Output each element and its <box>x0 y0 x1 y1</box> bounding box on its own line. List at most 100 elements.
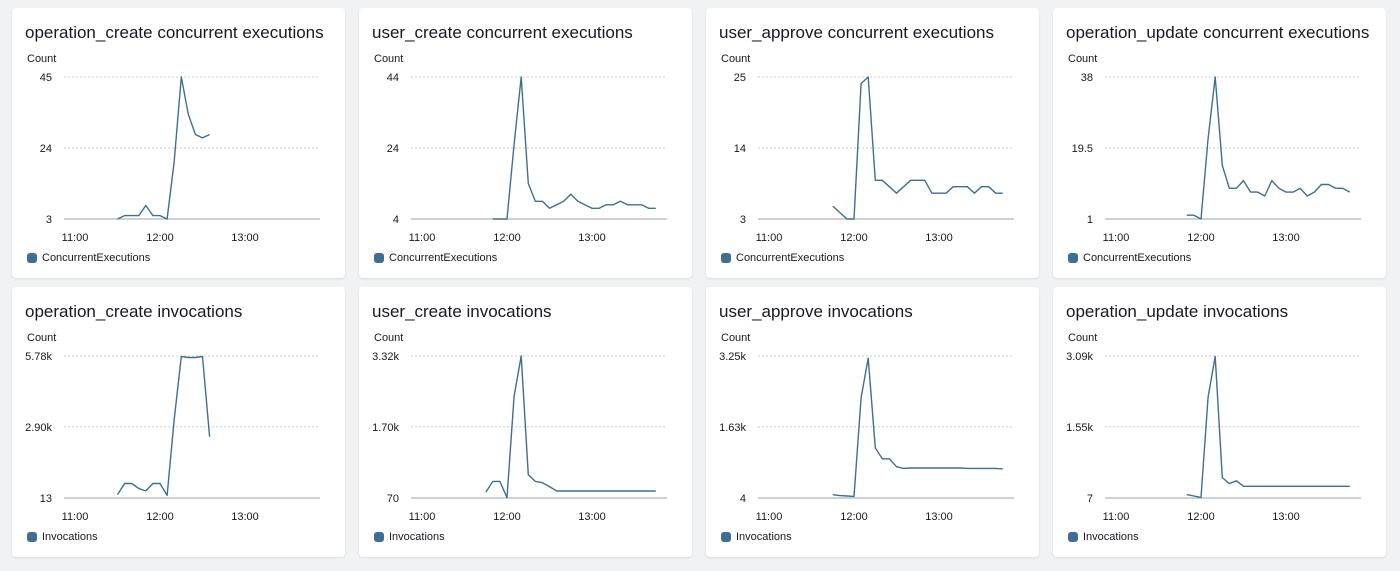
legend-entry[interactable]: Invocations <box>374 531 445 543</box>
line-chart: 25 14 3 11:00 12:00 13:00 <box>734 72 1014 244</box>
legend-label: Invocations <box>389 531 445 543</box>
chart-panel: user_approve concurrent executions Count 2… <box>706 8 1039 278</box>
y-axis-label: Count <box>27 53 57 65</box>
legend-label: ConcurrentExecutions <box>1083 252 1192 264</box>
x-tick-label: 13:00 <box>578 511 606 523</box>
y-tick-label: 3 <box>46 214 52 226</box>
chart-panel: user_approve invocations Count 3.25k 1.63k 4… <box>706 287 1039 557</box>
legend-entry[interactable]: Invocations <box>721 531 792 543</box>
x-tick-label: 11:00 <box>1103 232 1130 244</box>
legend-label: Invocations <box>736 531 792 543</box>
x-tick-label: 12:00 <box>840 232 868 244</box>
x-tick-label: 13:00 <box>1272 511 1300 523</box>
legend-swatch <box>27 532 37 542</box>
y-tick-label: 38 <box>1081 72 1093 84</box>
y-axis-label: Count <box>374 332 404 344</box>
y-tick-label: 5.78k <box>25 351 52 363</box>
legend-entry[interactable]: ConcurrentExecutions <box>374 252 497 264</box>
line-chart: 5.78k 2.90k 13 11:00 12:00 13:00 <box>25 351 320 523</box>
series-line <box>116 355 211 497</box>
x-tick-label: 11:00 <box>756 511 783 523</box>
legend-swatch <box>27 253 37 263</box>
y-axis-label: Count <box>1068 332 1098 344</box>
series-line <box>1186 355 1350 499</box>
y-tick-label: 45 <box>40 72 52 84</box>
y-tick-label: 1.70k <box>372 422 399 434</box>
chart-title: operation_create concurrent executions <box>25 23 324 42</box>
y-tick-label: 70 <box>387 493 399 505</box>
legend-label: ConcurrentExecutions <box>42 252 151 264</box>
x-tick-label: 12:00 <box>146 511 174 523</box>
y-axis-label: Count <box>27 332 57 344</box>
chart-title: user_create concurrent executions <box>372 23 633 42</box>
y-tick-label: 3.09k <box>1066 351 1093 363</box>
legend-swatch <box>374 253 384 263</box>
y-tick-label: 4 <box>740 493 746 505</box>
legend-entry[interactable]: ConcurrentExecutions <box>27 252 150 264</box>
x-tick-label: 13:00 <box>231 232 259 244</box>
legend-swatch <box>374 532 384 542</box>
series-line <box>1186 76 1351 220</box>
chart-title: user_approve invocations <box>719 302 913 321</box>
y-tick-label: 1.63k <box>719 422 746 434</box>
y-tick-label: 44 <box>387 72 399 84</box>
legend-entry[interactable]: Invocations <box>27 531 98 543</box>
legend-label: ConcurrentExecutions <box>736 252 845 264</box>
x-tick-label: 11:00 <box>1103 511 1130 523</box>
y-tick-label: 3.32k <box>372 351 399 363</box>
chart-panel: user_create concurrent executions Count 44… <box>359 8 692 278</box>
chart-panel: operation_create concurrent executions Co… <box>12 8 345 278</box>
chart-panel: operation_create invocations Count 5.78k 2.… <box>12 287 345 557</box>
x-tick-label: 12:00 <box>493 232 521 244</box>
x-tick-label: 11:00 <box>62 511 89 523</box>
x-tick-label: 13:00 <box>1272 232 1300 244</box>
chart-panel: operation_update invocations Count 3.09k 1.… <box>1053 287 1386 557</box>
line-chart: 44 24 4 11:00 12:00 13:00 <box>387 72 667 244</box>
y-tick-label: 24 <box>387 143 399 155</box>
legend-label: Invocations <box>1083 531 1139 543</box>
chart-panel: operation_update concurrent executions Co… <box>1053 8 1386 278</box>
chart-title: operation_create invocations <box>25 302 243 321</box>
legend-swatch <box>1068 253 1078 263</box>
y-tick-label: 3.25k <box>719 351 746 363</box>
y-tick-label: 14 <box>734 143 746 155</box>
legend-label: ConcurrentExecutions <box>389 252 498 264</box>
line-chart: 38 19.5 1 11:00 12:00 13:00 <box>1072 72 1361 244</box>
x-tick-label: 13:00 <box>231 511 259 523</box>
line-chart: 3.09k 1.55k 7 11:00 12:00 13:00 <box>1066 351 1361 523</box>
legend-swatch <box>1068 532 1078 542</box>
x-tick-label: 12:00 <box>1187 511 1215 523</box>
y-tick-label: 19.5 <box>1072 143 1093 155</box>
y-tick-label: 2.90k <box>25 422 52 434</box>
legend-label: Invocations <box>42 531 98 543</box>
series-line <box>832 357 1003 498</box>
y-tick-label: 4 <box>393 214 399 226</box>
chart-title: operation_update invocations <box>1066 302 1289 321</box>
x-tick-label: 11:00 <box>62 232 89 244</box>
legend-entry[interactable]: ConcurrentExecutions <box>1068 252 1191 264</box>
y-tick-label: 24 <box>40 143 52 155</box>
x-tick-label: 11:00 <box>409 511 436 523</box>
y-tick-label: 13 <box>40 493 52 505</box>
y-tick-label: 1 <box>1087 214 1093 226</box>
legend-entry[interactable]: Invocations <box>1068 531 1139 543</box>
y-axis-label: Count <box>721 53 751 65</box>
legend-swatch <box>721 253 731 263</box>
line-chart: 45 24 3 11:00 12:00 13:00 <box>40 72 320 244</box>
series-line <box>485 355 656 499</box>
x-tick-label: 11:00 <box>756 232 783 244</box>
x-tick-label: 12:00 <box>1187 232 1215 244</box>
x-tick-label: 13:00 <box>578 232 606 244</box>
y-tick-label: 7 <box>1087 493 1093 505</box>
legend-swatch <box>721 532 731 542</box>
series-line <box>117 76 210 220</box>
legend-entry[interactable]: ConcurrentExecutions <box>721 252 844 264</box>
x-tick-label: 12:00 <box>493 511 521 523</box>
chart-title: user_create invocations <box>372 302 552 321</box>
y-tick-label: 25 <box>734 72 746 84</box>
y-axis-label: Count <box>1068 53 1098 65</box>
y-axis-label: Count <box>721 332 751 344</box>
chart-title: user_approve concurrent executions <box>719 23 994 42</box>
series-line <box>492 76 656 220</box>
y-axis-label: Count <box>374 53 404 65</box>
